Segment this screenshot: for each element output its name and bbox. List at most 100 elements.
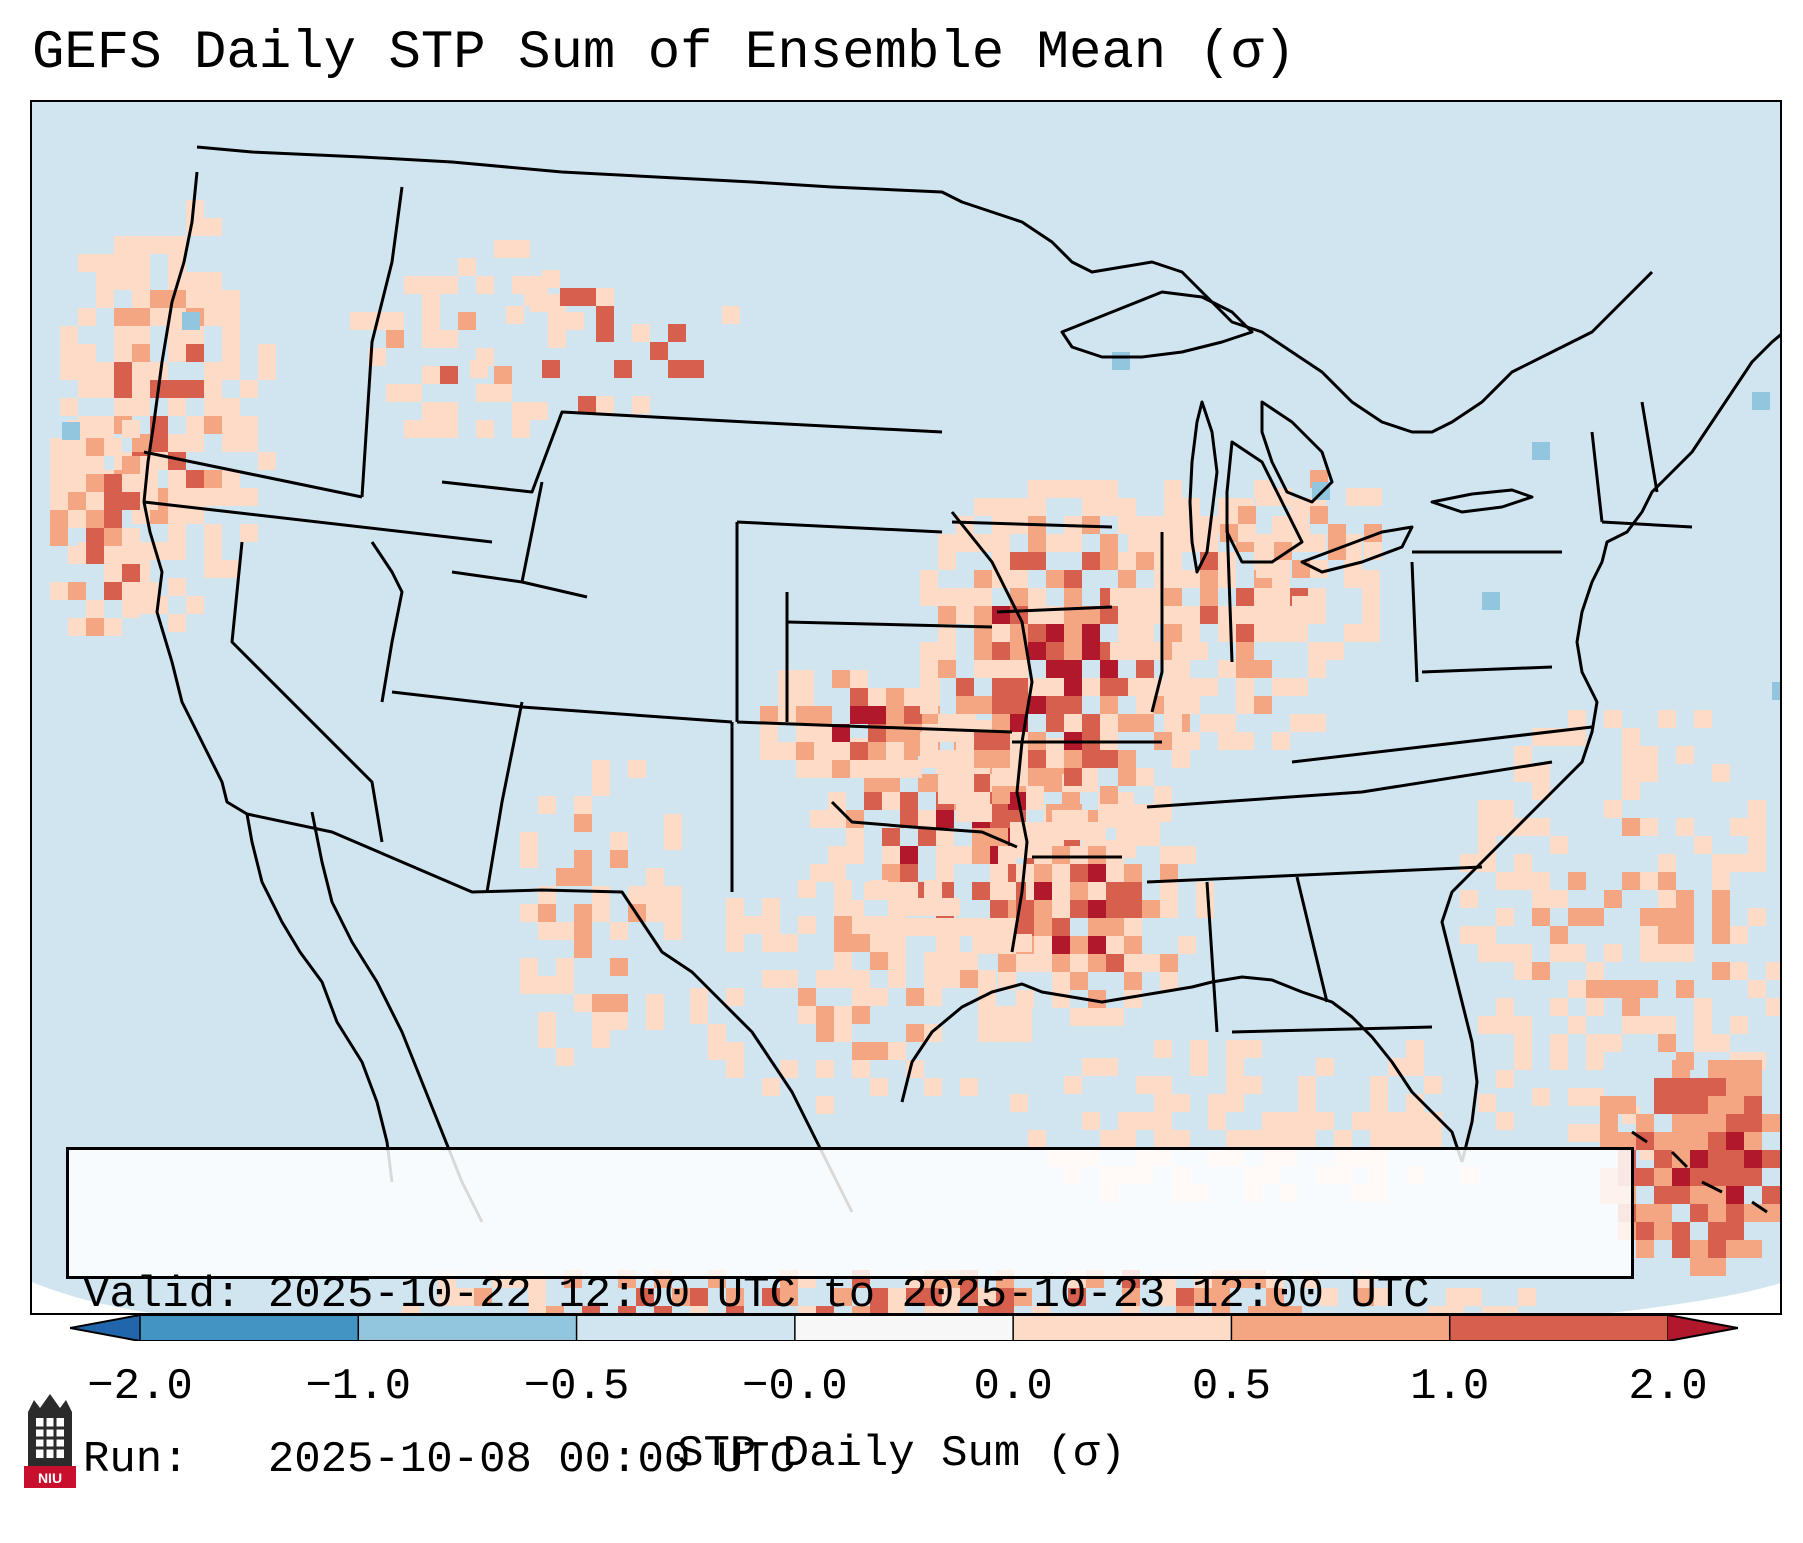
- anomaly-cell: [998, 918, 1016, 936]
- anomaly-cell: [86, 618, 104, 636]
- anomaly-cell: [1464, 1288, 1482, 1306]
- anomaly-cell: [150, 434, 168, 452]
- anomaly-cell: [1154, 1076, 1172, 1094]
- anomaly-cell: [86, 528, 104, 546]
- anomaly-cell: [50, 510, 68, 528]
- anomaly-cell: [1034, 954, 1052, 972]
- anomaly-cell: [1160, 882, 1178, 900]
- anomaly-cell: [1064, 624, 1082, 642]
- anomaly-cell: [1028, 480, 1046, 498]
- lake-ontario: [1430, 488, 1534, 514]
- anomaly-cell: [828, 792, 846, 810]
- anomaly-cell: [668, 360, 686, 378]
- anomaly-cell: [204, 272, 222, 290]
- anomaly-cell: [204, 380, 222, 398]
- anomaly-cell: [920, 642, 938, 660]
- lake-superior: [1060, 290, 1254, 359]
- anomaly-cell: [1550, 1034, 1568, 1052]
- anomaly-cell: [846, 828, 864, 846]
- anomaly-cell: [882, 792, 900, 810]
- anomaly-cell: [1622, 998, 1640, 1016]
- anomaly-cell: [1164, 696, 1182, 714]
- anomaly-cell: [538, 976, 556, 994]
- anomaly-cell: [1690, 1150, 1708, 1168]
- border-nh-me: [1640, 401, 1659, 493]
- anomaly-cell: [920, 570, 938, 588]
- anomaly-cell: [1106, 882, 1124, 900]
- anomaly-cell: [1064, 678, 1082, 696]
- anomaly-cell: [1690, 1132, 1708, 1150]
- anomaly-cell: [1256, 488, 1274, 506]
- anomaly-cell: [494, 240, 512, 258]
- anomaly-cell: [960, 1078, 978, 1096]
- anomaly-cell: [258, 452, 276, 470]
- anomaly-cell: [1082, 642, 1100, 660]
- anomaly-cell: [852, 1042, 870, 1060]
- anomaly-cell: [1708, 1258, 1726, 1276]
- anomaly-cell: [574, 940, 592, 958]
- border-ma-ct: [1601, 520, 1693, 529]
- anomaly-cell: [650, 342, 668, 360]
- anomaly-cell: [646, 994, 664, 1012]
- anomaly-cell: [870, 1042, 888, 1060]
- anomaly-cell: [470, 360, 488, 378]
- anomaly-cell: [1128, 534, 1146, 552]
- anomaly-cell: [834, 916, 852, 934]
- anomaly-cell: [1088, 900, 1106, 918]
- anomaly-cell: [1640, 818, 1658, 836]
- anomaly-cell: [1142, 828, 1160, 846]
- anomaly-cell: [1028, 1130, 1046, 1148]
- anomaly-cell: [1088, 846, 1106, 864]
- anomaly-cell: [186, 326, 204, 344]
- border-mn-ia: [951, 520, 1113, 529]
- anomaly-cell: [956, 732, 974, 750]
- anomaly-cell: [1236, 732, 1254, 750]
- anomaly-cell: [1226, 1094, 1244, 1112]
- anomaly-cell: [1744, 1096, 1762, 1114]
- anomaly-cell: [1154, 1130, 1172, 1148]
- anomaly-cell: [888, 934, 906, 952]
- anomaly-cell: [1118, 498, 1136, 516]
- anomaly-cell: [186, 290, 204, 308]
- colorbar-tick-label: 2.0: [1628, 1362, 1708, 1412]
- anomaly-cell: [548, 312, 566, 330]
- anomaly-cell: [1654, 1096, 1672, 1114]
- anomaly-cell: [1034, 936, 1052, 954]
- anomaly-cell: [96, 254, 114, 272]
- anomaly-cell: [938, 660, 956, 678]
- anomaly-cell: [888, 1306, 906, 1313]
- anomaly-cell: [1604, 980, 1622, 998]
- anomaly-cell: [1622, 1016, 1640, 1034]
- anomaly-cell: [996, 1024, 1014, 1042]
- anomaly-cell: [888, 952, 906, 970]
- anomaly-cell: [1124, 972, 1142, 990]
- anomaly-cell: [1712, 926, 1730, 944]
- anomaly-cell: [924, 1078, 942, 1096]
- anomaly-cell: [1478, 800, 1496, 818]
- anomaly-cell: [50, 528, 68, 546]
- anomaly-cell: [1010, 570, 1028, 588]
- anomaly-cell: [614, 360, 632, 378]
- anomaly-cell: [1110, 588, 1128, 606]
- colorbar-tick-label: −2.0: [87, 1362, 193, 1412]
- anomaly-cell: [1160, 900, 1178, 918]
- anomaly-cell: [1010, 660, 1028, 678]
- anomaly-cell: [1298, 1130, 1316, 1148]
- anomaly-cell: [956, 696, 974, 714]
- anomaly-cell: [1082, 606, 1100, 624]
- anomaly-cell: [168, 236, 186, 254]
- anomaly-cell: [1654, 1204, 1672, 1222]
- border-nv-ut: [370, 541, 404, 703]
- anomaly-cell: [628, 886, 646, 904]
- anomaly-cell: [956, 714, 974, 732]
- anomaly-cell: [882, 774, 900, 792]
- anomaly-cell: [868, 760, 886, 778]
- anomaly-cell: [186, 434, 204, 452]
- anomaly-cell: [798, 916, 816, 934]
- anomaly-cell: [628, 760, 646, 778]
- anomaly-cell: [592, 904, 610, 922]
- anomaly-cell: [132, 434, 150, 452]
- anomaly-cell: [1654, 1186, 1672, 1204]
- colorbar-tick-label: −1.0: [305, 1362, 412, 1412]
- anomaly-cell: [900, 810, 918, 828]
